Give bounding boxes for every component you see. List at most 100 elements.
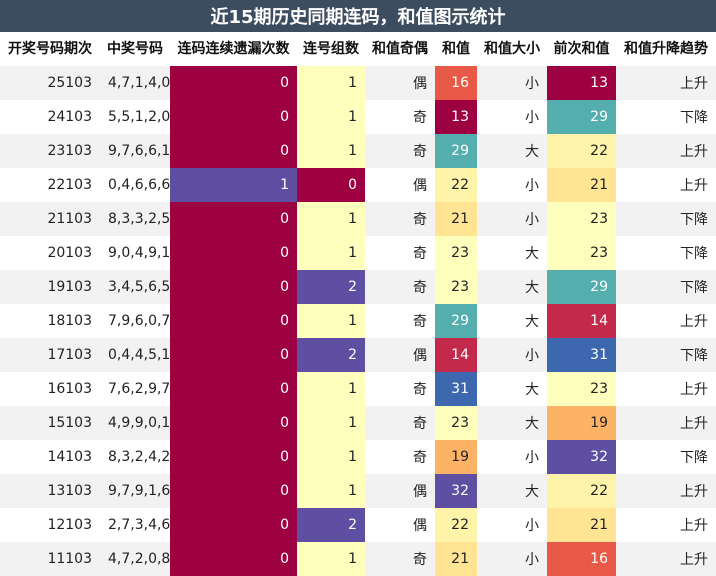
table-row[interactable]: 11103 4,7,2,0,8 0 1 奇 21 小 16 上升	[0, 542, 716, 576]
cell-trend: 上升	[680, 178, 708, 194]
cell-trend: 下降	[680, 212, 708, 228]
cell-miss: 0	[170, 542, 297, 576]
table-row[interactable]: 18103 7,9,6,0,7 0 1 奇 29 大 14 上升	[0, 304, 716, 338]
table-row[interactable]: 15103 4,9,9,0,1 0 1 奇 23 大 19 上升	[0, 406, 716, 440]
cell-period: 16103	[47, 381, 92, 397]
cell-parity: 奇	[413, 314, 427, 330]
cell-trend: 上升	[680, 76, 708, 92]
cell-period: 25103	[47, 75, 92, 91]
cell-groups: 1	[297, 474, 365, 508]
cell-miss: 0	[170, 474, 297, 508]
cell-parity: 奇	[413, 450, 427, 466]
cell-sum: 29	[435, 134, 477, 168]
table-row[interactable]: 19103 3,4,5,6,5 0 2 奇 23 大 29 下降	[0, 270, 716, 304]
cell-sum: 29	[435, 304, 477, 338]
cell-prev-sum: 13	[547, 66, 616, 100]
cell-groups: 1	[297, 236, 365, 270]
cell-miss: 0	[170, 270, 297, 304]
cell-numbers: 4,7,1,4,0	[108, 75, 171, 91]
cell-parity: 偶	[413, 484, 427, 500]
cell-size: 大	[525, 484, 539, 500]
cell-numbers: 5,5,1,2,0	[108, 109, 171, 125]
cell-size: 大	[525, 246, 539, 262]
cell-numbers: 4,7,2,0,8	[108, 551, 171, 567]
cell-prev-sum: 23	[547, 372, 616, 406]
cell-sum: 13	[435, 100, 477, 134]
cell-groups: 2	[297, 338, 365, 372]
header-parity[interactable]: 和值奇偶	[372, 41, 428, 57]
cell-prev-sum: 21	[547, 508, 616, 542]
header-period[interactable]: 开奖号码期次	[8, 41, 92, 57]
header-sum[interactable]: 和值	[442, 41, 470, 57]
cell-miss: 0	[170, 236, 297, 270]
cell-miss: 0	[170, 338, 297, 372]
table-row[interactable]: 25103 4,7,1,4,0 0 1 偶 16 小 13 上升	[0, 66, 716, 100]
cell-numbers: 3,4,5,6,5	[108, 279, 171, 295]
cell-size: 小	[525, 552, 539, 568]
cell-groups: 1	[297, 440, 365, 474]
cell-size: 小	[525, 212, 539, 228]
cell-period: 17103	[47, 347, 92, 363]
cell-prev-sum: 22	[547, 134, 616, 168]
cell-parity: 偶	[413, 348, 427, 364]
cell-miss: 0	[170, 134, 297, 168]
header-size[interactable]: 和值大小	[484, 41, 540, 57]
cell-numbers: 8,3,2,4,2	[108, 449, 171, 465]
table-row[interactable]: 23103 9,7,6,6,1 0 1 奇 29 大 22 上升	[0, 134, 716, 168]
cell-parity: 偶	[413, 518, 427, 534]
header-prev-sum[interactable]: 前次和值	[553, 41, 610, 57]
cell-numbers: 4,9,9,0,1	[108, 415, 171, 431]
cell-parity: 奇	[413, 212, 427, 228]
cell-period: 15103	[47, 415, 92, 431]
cell-groups: 1	[297, 406, 365, 440]
cell-miss: 0	[170, 372, 297, 406]
cell-trend: 下降	[680, 246, 708, 262]
header-numbers[interactable]: 中奖号码	[107, 41, 163, 57]
cell-prev-sum: 32	[547, 440, 616, 474]
table-row[interactable]: 12103 2,7,3,4,6 0 2 偶 22 小 21 上升	[0, 508, 716, 542]
cell-groups: 2	[297, 508, 365, 542]
table-row[interactable]: 16103 7,6,2,9,7 0 1 奇 31 大 23 上升	[0, 372, 716, 406]
table-row[interactable]: 21103 8,3,3,2,5 0 1 奇 21 小 23 下降	[0, 202, 716, 236]
cell-miss: 0	[170, 440, 297, 474]
cell-groups: 2	[297, 270, 365, 304]
cell-numbers: 2,7,3,4,6	[108, 517, 171, 533]
table-row[interactable]: 17103 0,4,4,5,1 0 2 偶 14 小 31 下降	[0, 338, 716, 372]
cell-size: 小	[525, 450, 539, 466]
cell-trend: 下降	[680, 110, 708, 126]
cell-size: 大	[525, 416, 539, 432]
cell-miss: 0	[170, 508, 297, 542]
cell-size: 大	[525, 314, 539, 330]
cell-sum: 19	[435, 440, 477, 474]
cell-period: 11103	[47, 551, 92, 567]
cell-size: 大	[525, 382, 539, 398]
cell-size: 大	[525, 280, 539, 296]
table-row[interactable]: 13103 9,7,9,1,6 0 1 偶 32 大 22 上升	[0, 474, 716, 508]
table-row[interactable]: 14103 8,3,2,4,2 0 1 奇 19 小 32 下降	[0, 440, 716, 474]
cell-trend: 下降	[680, 348, 708, 364]
cell-parity: 奇	[413, 144, 427, 160]
table-row[interactable]: 20103 9,0,4,9,1 0 1 奇 23 大 23 下降	[0, 236, 716, 270]
cell-numbers: 7,9,6,0,7	[108, 313, 171, 329]
table-row[interactable]: 22103 0,4,6,6,6 1 0 偶 22 小 21 上升	[0, 168, 716, 202]
cell-numbers: 0,4,4,5,1	[108, 347, 171, 363]
cell-prev-sum: 31	[547, 338, 616, 372]
cell-trend: 上升	[680, 416, 708, 432]
cell-parity: 奇	[413, 280, 427, 296]
header-trend[interactable]: 和值升降趋势	[624, 41, 708, 57]
table-title: 近15期历史同期连码，和值图示统计	[0, 0, 716, 32]
cell-size: 小	[525, 348, 539, 364]
cell-size: 小	[525, 110, 539, 126]
cell-prev-sum: 23	[547, 236, 616, 270]
cell-parity: 奇	[413, 552, 427, 568]
cell-miss: 0	[170, 304, 297, 338]
cell-miss: 0	[170, 66, 297, 100]
cell-prev-sum: 14	[547, 304, 616, 338]
header-miss[interactable]: 连码连续遗漏次数	[177, 41, 290, 57]
cell-parity: 奇	[413, 110, 427, 126]
cell-groups: 1	[297, 202, 365, 236]
header-groups[interactable]: 连号组数	[303, 41, 359, 57]
cell-miss: 0	[170, 406, 297, 440]
table-row[interactable]: 24103 5,5,1,2,0 0 1 奇 13 小 29 下降	[0, 100, 716, 134]
cell-parity: 偶	[413, 178, 427, 194]
